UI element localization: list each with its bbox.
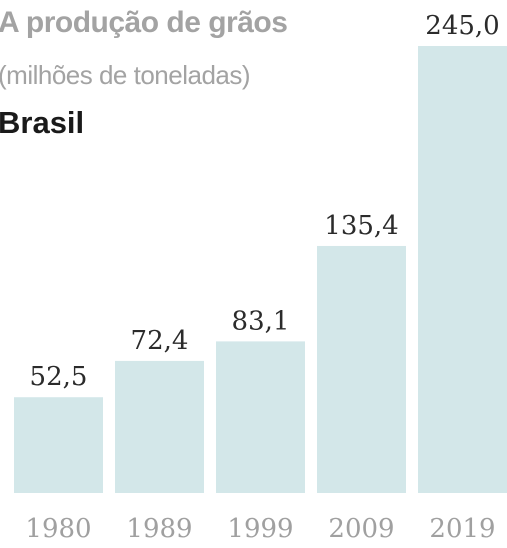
chart-subtitle: (milhões de toneladas) (0, 60, 251, 90)
value-label-1980: 52,5 (30, 362, 88, 392)
value-label-1999: 83,1 (232, 306, 290, 336)
bar-1980 (14, 397, 103, 493)
bar-1989 (115, 360, 204, 493)
value-label-2019: 245,0 (425, 11, 499, 41)
value-label-1989: 72,4 (131, 326, 189, 356)
bar-1999 (216, 341, 305, 493)
category-label-2009: 2009 (328, 514, 394, 544)
category-label-1999: 1999 (227, 514, 293, 544)
bar-2009 (317, 245, 406, 493)
chart-title: A produção de grãos (0, 6, 288, 39)
category-label-1989: 1989 (126, 514, 192, 544)
category-label-1980: 1980 (25, 514, 91, 544)
region-label: Brasil (0, 105, 85, 140)
bar-2019 (418, 46, 507, 493)
category-label-2019: 2019 (429, 514, 495, 544)
value-label-2009: 135,4 (324, 211, 398, 241)
